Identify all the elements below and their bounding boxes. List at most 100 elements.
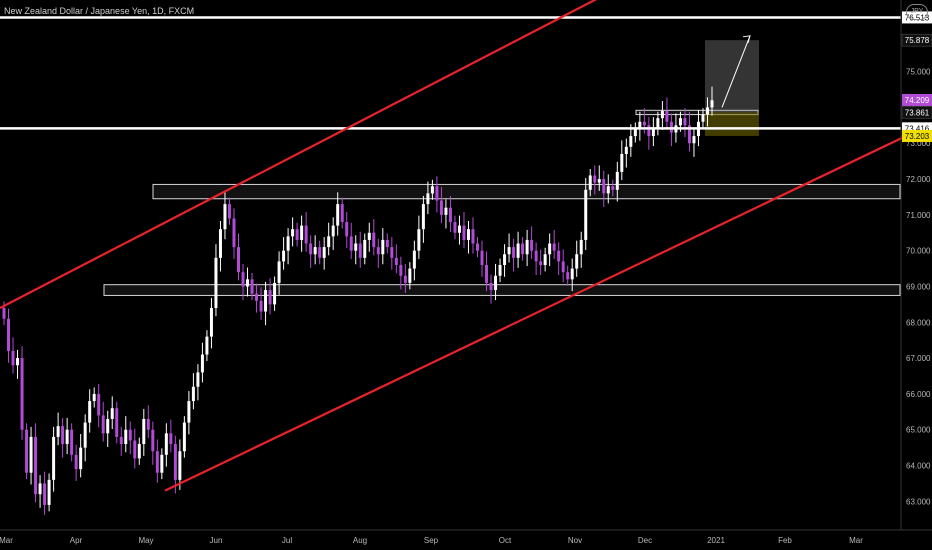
candle-body xyxy=(25,429,29,473)
y-tick-label: 66.000 xyxy=(906,390,931,399)
candle-body xyxy=(268,290,272,305)
price-label-text: 74.209 xyxy=(905,96,930,105)
candle-body xyxy=(367,232,371,240)
candle-body xyxy=(309,243,313,255)
candle-body xyxy=(97,393,101,416)
candle-body xyxy=(615,171,619,190)
price-label-box xyxy=(901,106,932,119)
candle-body xyxy=(61,426,65,445)
currency-badge[interactable]: JPY xyxy=(906,4,928,20)
x-tick-label: Oct xyxy=(499,536,512,545)
x-tick-label: Nov xyxy=(568,536,582,545)
candle-body xyxy=(417,229,421,251)
candle-body xyxy=(295,229,299,240)
candle-body xyxy=(282,250,286,262)
candle-body xyxy=(345,222,349,237)
candle-body xyxy=(620,153,624,172)
x-tick-label: Sep xyxy=(424,536,439,545)
candle-body xyxy=(552,243,556,251)
candle-body xyxy=(151,429,155,452)
candle-body xyxy=(489,282,493,291)
candle-body xyxy=(2,307,6,319)
price-label-text: 76.513 xyxy=(905,13,930,22)
candle-body xyxy=(52,436,56,480)
candle-body xyxy=(624,146,628,154)
chart-title: New Zealand Dollar / Japanese Yen, 1D, F… xyxy=(4,6,195,16)
candle-body xyxy=(548,243,552,255)
candle-body xyxy=(412,250,416,269)
candle-body xyxy=(20,358,24,430)
candle-body xyxy=(209,307,213,337)
candle-body xyxy=(466,229,470,240)
candle-body xyxy=(182,422,186,452)
candle-body xyxy=(687,125,691,144)
candle-body xyxy=(178,451,182,480)
x-tick-label: Apr xyxy=(70,536,83,545)
y-tick-label: 64.000 xyxy=(906,462,931,471)
candle-body xyxy=(101,415,105,434)
candle-body xyxy=(457,225,461,233)
candle-body xyxy=(421,204,425,230)
candle-body xyxy=(530,239,534,251)
channel-layer[interactable] xyxy=(0,0,932,492)
candle-body xyxy=(273,282,277,305)
x-tick-label: Jul xyxy=(282,536,292,545)
horizontal-lines-layer[interactable] xyxy=(0,16,901,130)
candle-body xyxy=(336,204,340,226)
candle-body xyxy=(142,418,146,445)
candle-body xyxy=(448,207,452,223)
candle-body xyxy=(79,447,83,470)
candle-body xyxy=(259,300,263,312)
candle-body xyxy=(683,118,687,126)
candle-body xyxy=(124,429,128,445)
candle-body xyxy=(187,401,191,423)
candle-body xyxy=(196,372,200,387)
candle-body xyxy=(264,290,268,312)
candle-body xyxy=(250,279,254,294)
candle-body xyxy=(363,239,367,258)
y-tick-label: 73.000 xyxy=(906,139,931,148)
candle-body xyxy=(408,268,412,283)
time-axis[interactable]: Mar Apr May Jun Jul Aug Sep Oct Nov Dec 2021 Feb Mar xyxy=(0,536,863,545)
candle-body xyxy=(394,257,398,265)
candle-body xyxy=(507,247,511,255)
position-tool[interactable] xyxy=(705,35,759,136)
y-tick-label: 75.000 xyxy=(906,68,931,77)
candle-body xyxy=(588,175,592,190)
candle-body xyxy=(705,107,709,115)
candle-body xyxy=(236,247,240,273)
candle-body xyxy=(656,118,660,129)
x-tick-label: Jun xyxy=(210,536,223,545)
candle-body xyxy=(11,350,15,366)
candle-body xyxy=(43,483,47,505)
candle-body xyxy=(503,254,507,265)
candle-body xyxy=(349,236,353,251)
candle-body xyxy=(372,232,376,248)
y-tick-label: 71.000 xyxy=(906,211,931,220)
candle-body xyxy=(318,247,322,258)
price-label-text: 73.416 xyxy=(905,124,930,133)
price-label-text: 75.878 xyxy=(905,36,930,45)
candle-body xyxy=(629,136,633,147)
candle-body xyxy=(322,247,326,258)
candle-body xyxy=(390,247,394,258)
x-tick-label: Mar xyxy=(849,536,863,545)
candle-body xyxy=(606,186,610,194)
candle-body xyxy=(137,444,141,459)
candle-body xyxy=(597,179,601,183)
candle-body xyxy=(218,229,222,258)
candle-body xyxy=(399,265,403,276)
candle-body xyxy=(160,454,164,473)
channel-line xyxy=(0,0,598,309)
candles-layer xyxy=(2,86,714,515)
candle-body xyxy=(584,189,588,240)
candle-body xyxy=(313,247,317,255)
candle-body xyxy=(665,111,669,122)
candle-body xyxy=(65,429,69,445)
candle-body xyxy=(426,193,430,205)
candle-body xyxy=(525,239,529,255)
candle-body xyxy=(223,204,227,230)
candle-body xyxy=(232,218,236,248)
candle-body xyxy=(304,225,308,244)
